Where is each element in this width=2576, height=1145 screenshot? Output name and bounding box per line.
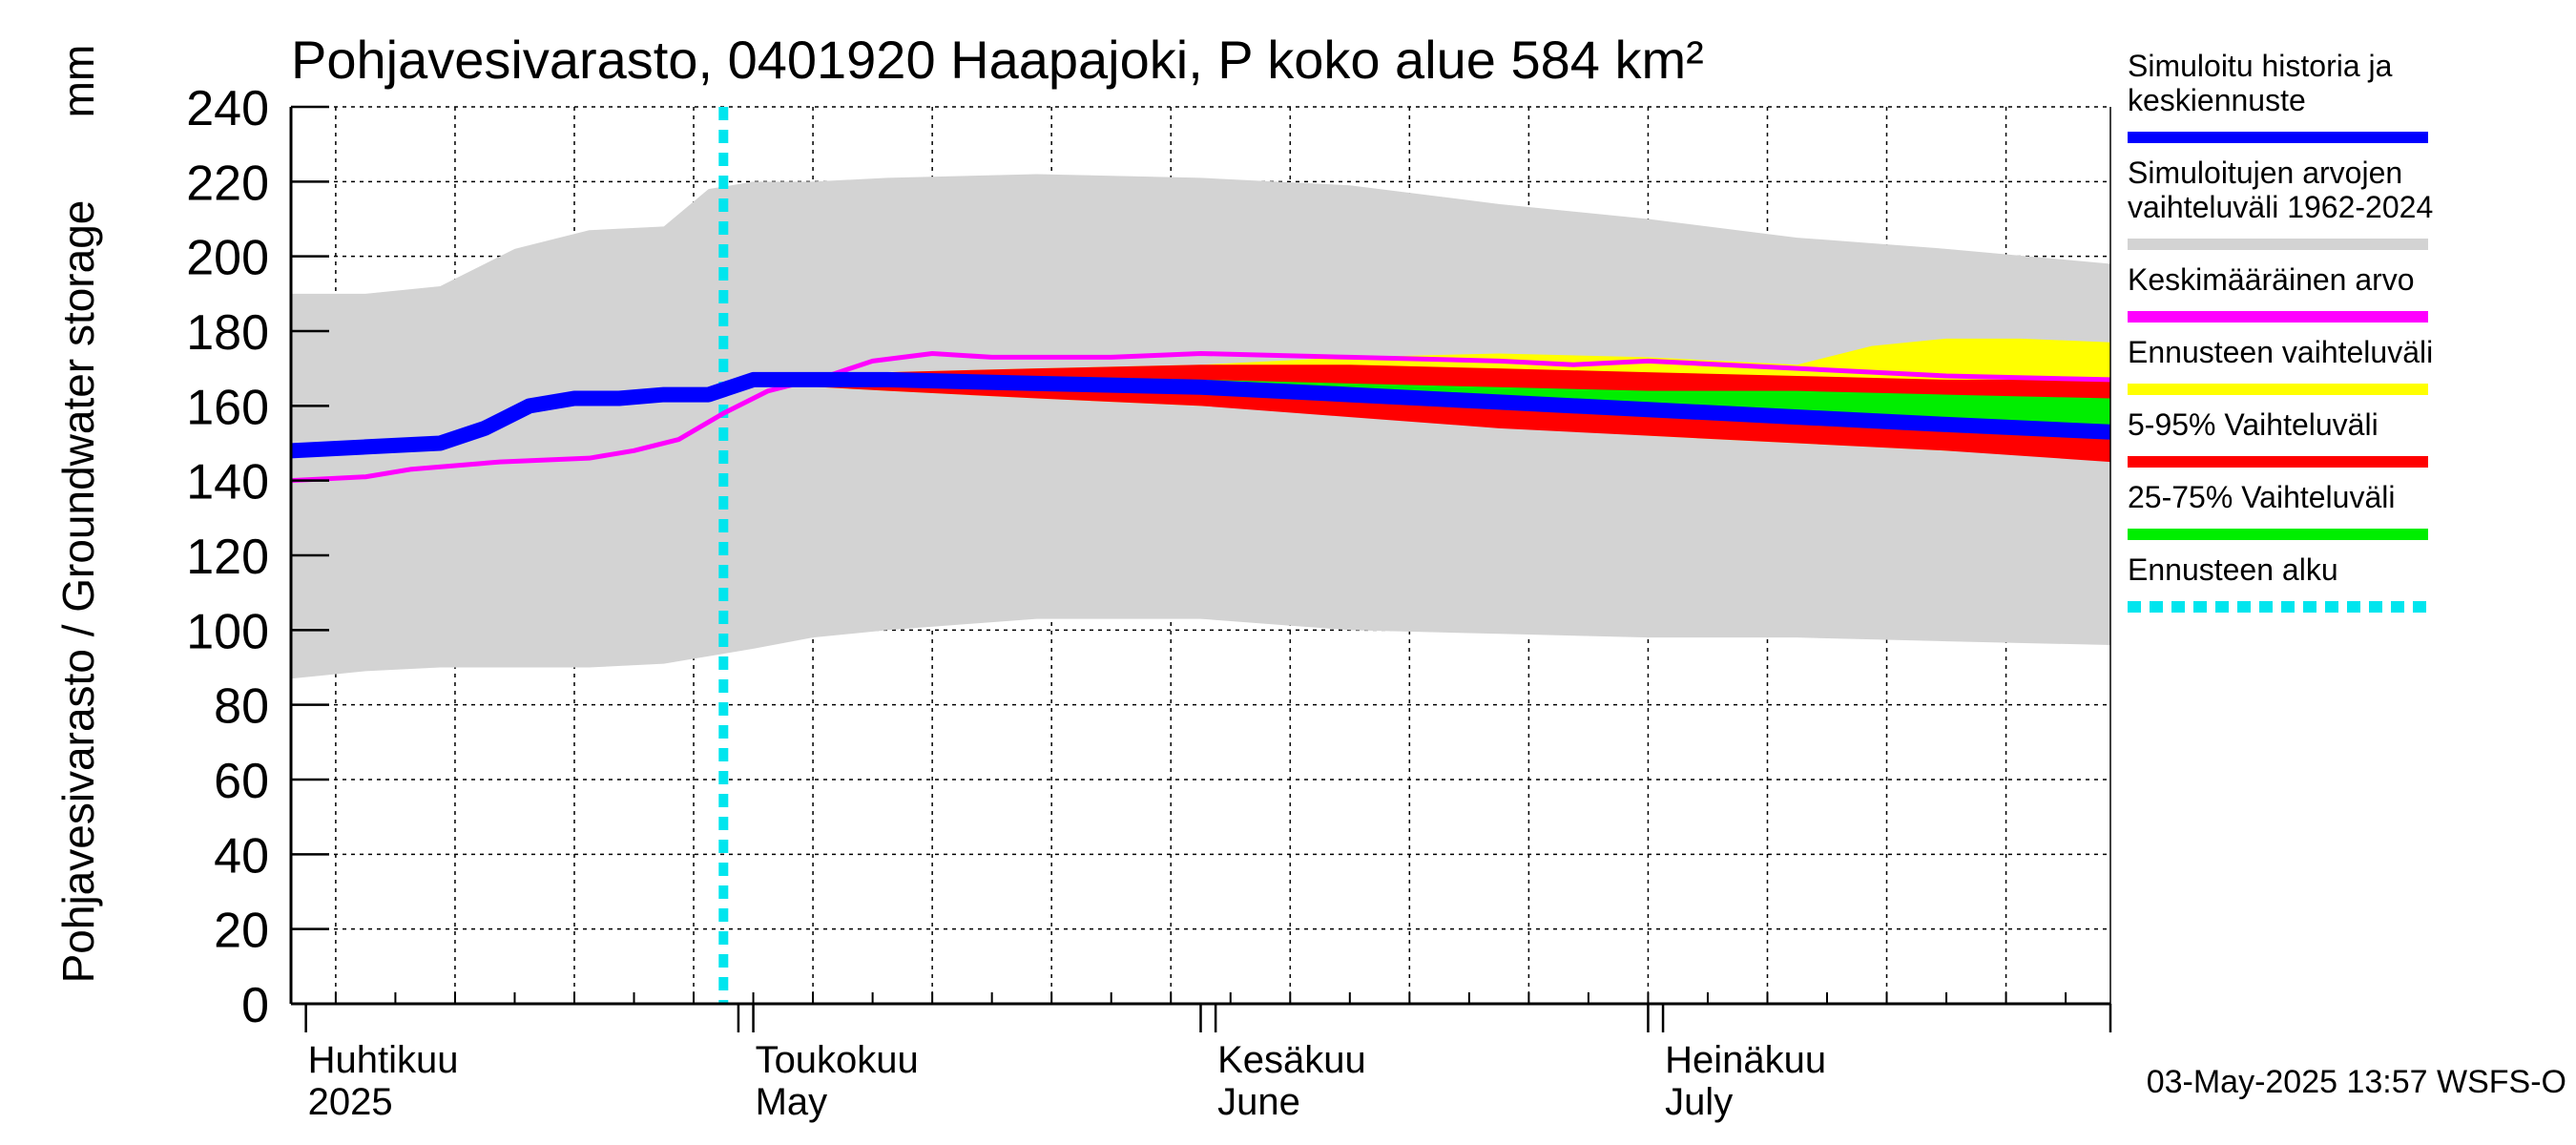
y-tick-label: 60 — [214, 754, 269, 809]
series-simuloitu-historia-ja-keskiennuste — [291, 371, 2110, 459]
y-tick-label: 200 — [186, 231, 269, 286]
y-tick-label: 240 — [186, 81, 269, 136]
y-tick-label: 220 — [186, 156, 269, 211]
y-tick-label: 40 — [214, 828, 269, 884]
y-tick-label: 100 — [186, 604, 269, 659]
y-tick-label: 80 — [214, 679, 269, 735]
legend-label: vaihteluväli 1962-2024 — [2128, 190, 2433, 224]
y-tick-label: 120 — [186, 530, 269, 585]
chart-title: Pohjavesivarasto, 0401920 Haapajoki, P k… — [291, 30, 1704, 90]
band-simuloitujen-arvojen-vaihteluv-li-1962-2024 — [291, 174, 2110, 679]
legend-label: keskiennuste — [2128, 83, 2306, 117]
legend-label: Keskimääräinen arvo — [2128, 262, 2415, 297]
timestamp-footer: 03-May-2025 13:57 WSFS-O — [2147, 1064, 2566, 1100]
x-month-sublabel: July — [1665, 1081, 1733, 1123]
x-month-label: Heinäkuu — [1665, 1039, 1826, 1081]
plot-area — [291, 107, 2110, 1004]
legend-label: Ennusteen vaihteluväli — [2128, 335, 2433, 369]
x-month-label: Kesäkuu — [1217, 1039, 1366, 1081]
band-25-75-vaihteluv-li — [753, 376, 2110, 440]
y-axis-unit: mm — [53, 45, 103, 118]
y-tick-label: 20 — [214, 904, 269, 959]
y-tick-label: 180 — [186, 305, 269, 361]
x-month-sublabel: May — [756, 1081, 828, 1123]
y-axis-label: Pohjavesivarasto / Groundwater storage — [53, 200, 103, 984]
y-tick-label: 0 — [241, 978, 269, 1033]
x-month-sublabel: 2025 — [308, 1081, 393, 1123]
legend-label: Ennusteen alku — [2128, 552, 2338, 587]
legend-label: Simuloitu historia ja — [2128, 49, 2393, 83]
series-keskim-r-inen-arvo — [291, 351, 2110, 484]
legend-label: 5-95% Vaihteluväli — [2128, 407, 2379, 442]
legend-label: Simuloitujen arvojen — [2128, 156, 2402, 190]
y-tick-label: 140 — [186, 455, 269, 510]
x-month-label: Toukokuu — [756, 1039, 919, 1081]
x-month-label: Huhtikuu — [308, 1039, 459, 1081]
x-month-sublabel: June — [1217, 1081, 1300, 1123]
legend-label: 25-75% Vaihteluväli — [2128, 480, 2395, 514]
axes: 0 20 40 60 80 100 120 140 160 180 200 220 240 Huhtiku… — [186, 81, 2112, 1123]
y-tick-label: 160 — [186, 380, 269, 435]
